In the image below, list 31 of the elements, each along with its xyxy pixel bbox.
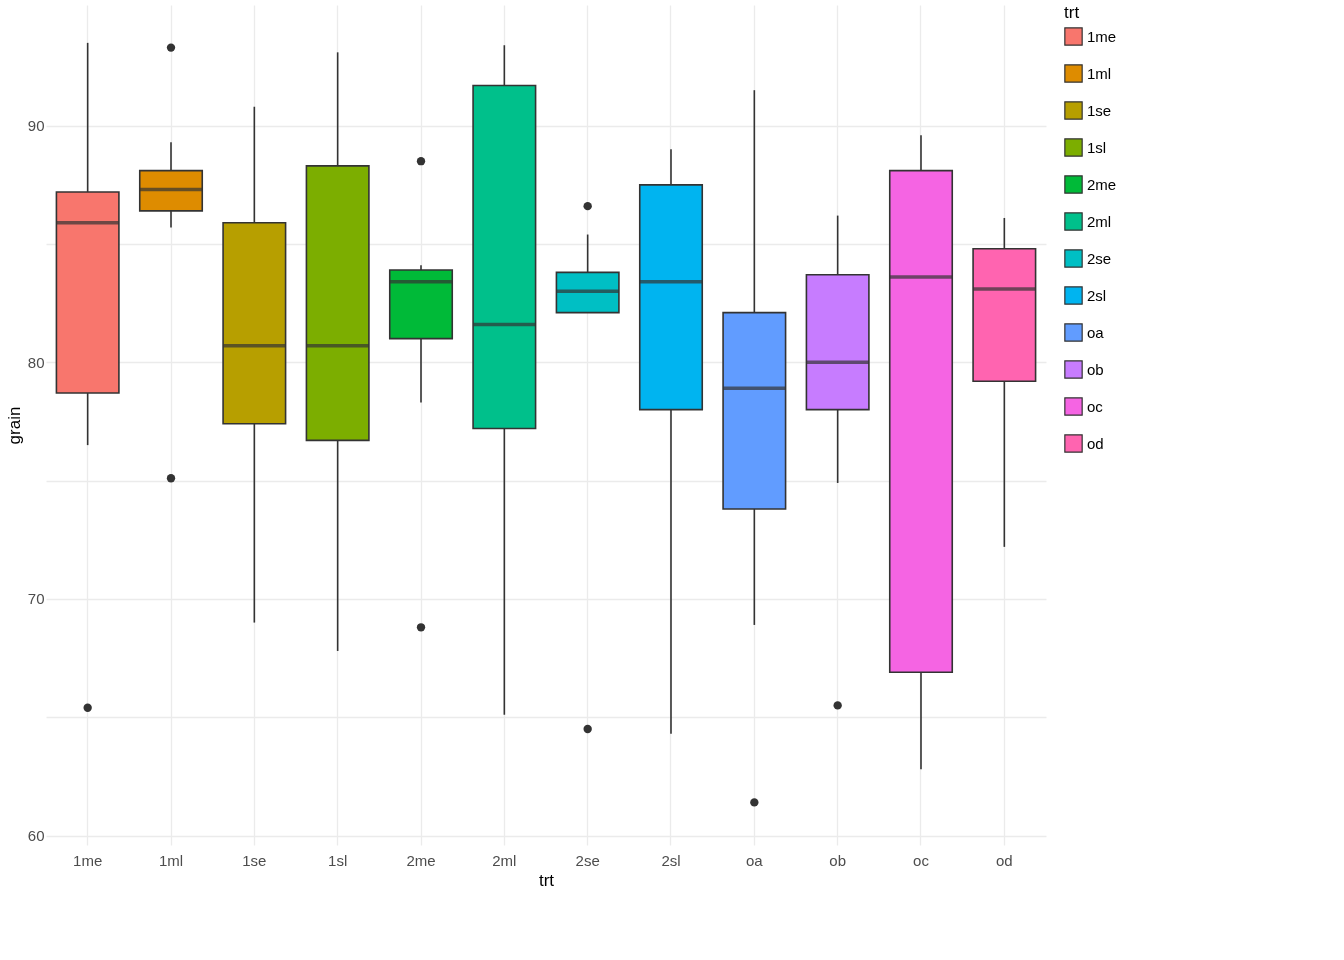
- legend-label: 1ml: [1087, 64, 1112, 82]
- x-tick-label: ob: [829, 851, 847, 869]
- x-tick-label: 1ml: [158, 851, 184, 869]
- x-tick-label: 1sl: [328, 851, 348, 869]
- x-tick-label: 2sl: [661, 851, 681, 869]
- legend-label: od: [1087, 434, 1104, 452]
- y-tick-label: 70: [27, 590, 45, 608]
- x-tick-label: 2se: [575, 851, 600, 869]
- x-tick-label: od: [995, 851, 1013, 869]
- x-axis-title: trt: [538, 870, 555, 890]
- legend-label: 2me: [1087, 175, 1117, 193]
- legend-label: 1me: [1087, 27, 1117, 45]
- legend-label: 2se: [1087, 249, 1112, 267]
- x-tick-label: oa: [745, 851, 764, 869]
- y-axis-title: grain: [4, 406, 24, 445]
- legend-label: oc: [1087, 397, 1104, 415]
- legend-label: oa: [1087, 323, 1105, 341]
- legend-label: 2ml: [1087, 212, 1112, 230]
- legend-label: 2sl: [1087, 286, 1107, 304]
- x-tick-label: 1me: [73, 851, 103, 869]
- x-tick-label: 1se: [242, 851, 267, 869]
- legend-label: 1se: [1087, 101, 1112, 119]
- x-tick-label: 2me: [406, 851, 436, 869]
- y-tick-label: 60: [27, 827, 45, 845]
- legend-title: trt: [1064, 3, 1080, 22]
- legend-label: 1sl: [1087, 138, 1107, 156]
- y-tick-label: 90: [27, 117, 45, 135]
- legend-label: ob: [1087, 360, 1104, 378]
- x-tick-label: 2ml: [492, 851, 517, 869]
- x-tick-label: oc: [913, 851, 930, 869]
- y-tick-label: 80: [27, 353, 45, 371]
